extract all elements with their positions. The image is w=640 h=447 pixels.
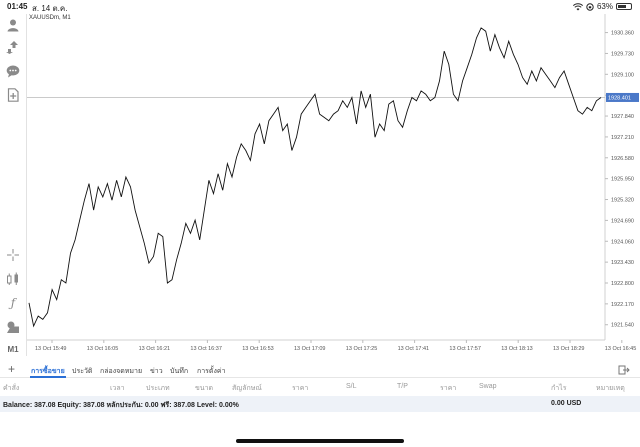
x-tick-label: 13 Oct 17:41 <box>398 346 430 352</box>
col-time: เวลา <box>110 385 125 392</box>
col-profit: กำไร <box>551 385 567 392</box>
x-tick-label: 13 Oct 18:13 <box>501 346 533 352</box>
y-tick-label: 1922.800 <box>611 281 634 287</box>
current-price-label: 1928.401 <box>608 95 631 101</box>
y-tick-label: 1927.840 <box>611 114 634 120</box>
balance-summary: Balance: 387.08 Equity: 387.08 หลักประกั… <box>3 402 239 409</box>
function-icon[interactable]: ƒ <box>10 296 16 310</box>
x-axis-ticks: 13 Oct 15:49 13 Oct 16:05 13 Oct 16:21 13 O… <box>35 340 636 352</box>
col-current-price: ราคา <box>440 385 457 392</box>
tab-news[interactable]: ข่าว <box>150 368 163 375</box>
x-tick-label: 13 Oct 16:45 <box>605 346 637 352</box>
y-tick-label: 1925.320 <box>611 198 634 204</box>
price-series-line <box>28 27 602 328</box>
trade-icon[interactable] <box>4 38 22 56</box>
col-volume: ขนาด <box>195 385 214 392</box>
wifi-icon <box>572 2 583 10</box>
total-profit: 0.00 USD <box>551 400 582 407</box>
x-tick-label: 13 Oct 16:21 <box>139 346 171 352</box>
price-chart[interactable]: 1930.3601929.7301929.1001928.4701927.840… <box>27 14 640 356</box>
x-tick-label: 13 Oct 15:49 <box>35 346 67 352</box>
tab-history[interactable]: ประวัติ <box>72 368 93 375</box>
tab-journal[interactable]: บันทึก <box>170 368 189 375</box>
left-toolbar: ƒ M1 <box>0 14 26 356</box>
battery-percent: 63% <box>596 2 613 11</box>
chart-canvas[interactable]: 1930.3601929.7301929.1001928.4701927.840… <box>27 14 640 356</box>
status-right: 63% <box>572 2 632 11</box>
x-tick-label: 13 Oct 17:09 <box>294 346 326 352</box>
y-tick-label: 1929.100 <box>611 72 634 78</box>
y-tick-label: 1924.060 <box>611 239 634 245</box>
col-price: ราคา <box>292 385 309 392</box>
exit-icon[interactable] <box>618 364 630 376</box>
col-type: ประเภท <box>146 385 170 392</box>
y-tick-label: 1929.730 <box>611 51 634 57</box>
indicators-icon[interactable] <box>4 270 22 288</box>
status-date: ส. 14 ต.ค. <box>32 4 68 13</box>
x-tick-label: 13 Oct 17:57 <box>449 346 481 352</box>
y-tick-label: 1926.580 <box>611 156 634 162</box>
crosshair-icon[interactable] <box>4 246 22 264</box>
status-bar: 01:45 ส. 14 ต.ค. 63% <box>0 0 640 14</box>
y-tick-label: 1923.430 <box>611 260 634 266</box>
x-tick-label: 13 Oct 16:37 <box>190 346 222 352</box>
chart-symbol-label: XAUUSDm, M1 <box>29 15 71 21</box>
col-swap: Swap <box>479 383 497 390</box>
terminal-tabs: + การซื้อขาย ประวัติ กล่องจดหมาย ข่าว บั… <box>0 362 640 378</box>
x-tick-label: 13 Oct 16:05 <box>87 346 119 352</box>
col-order: คำสั่ง <box>3 385 20 392</box>
y-tick-label: 1921.540 <box>611 323 634 329</box>
y-tick-label: 1925.950 <box>611 177 634 183</box>
current-price-tag: 1928.401 <box>606 92 639 102</box>
home-indicator[interactable] <box>236 439 404 443</box>
active-tab-indicator <box>30 376 66 378</box>
col-tp: T/P <box>397 383 408 390</box>
add-icon[interactable]: + <box>8 362 16 376</box>
orders-table-header: คำสั่ง เวลา ประเภท ขนาด สัญลักษณ์ ราคา S… <box>0 381 640 395</box>
col-sl: S/L <box>346 383 357 390</box>
x-tick-label: 13 Oct 16:53 <box>242 346 274 352</box>
status-time: 01:45 <box>7 2 28 11</box>
objects-icon[interactable] <box>4 318 22 336</box>
timeframe-button[interactable]: M1 <box>7 344 19 354</box>
rotation-lock-icon <box>586 2 594 11</box>
chat-icon[interactable] <box>4 62 22 80</box>
y-tick-label: 1922.170 <box>611 302 634 308</box>
tab-settings[interactable]: การตั้งค่า <box>197 368 226 375</box>
y-axis-ticks: 1930.3601929.7301929.1001928.4701927.840… <box>605 31 634 329</box>
tab-mailbox[interactable]: กล่องจดหมาย <box>100 368 143 375</box>
toolbar-divider <box>26 14 27 356</box>
y-tick-label: 1927.210 <box>611 135 634 141</box>
account-icon[interactable] <box>4 16 22 34</box>
x-tick-label: 13 Oct 18:29 <box>553 346 585 352</box>
balance-row: Balance: 387.08 Equity: 387.08 หลักประกั… <box>0 396 640 412</box>
tab-trade[interactable]: การซื้อขาย <box>31 368 65 375</box>
y-tick-label: 1924.690 <box>611 218 634 224</box>
col-symbol: สัญลักษณ์ <box>232 385 262 392</box>
battery-icon <box>616 3 632 10</box>
new-order-icon[interactable] <box>4 86 22 104</box>
current-price-tag-bg <box>606 92 639 102</box>
y-tick-label: 1930.360 <box>611 31 634 37</box>
col-comment: หมายเหตุ <box>596 385 625 392</box>
x-tick-label: 13 Oct 17:25 <box>346 346 378 352</box>
